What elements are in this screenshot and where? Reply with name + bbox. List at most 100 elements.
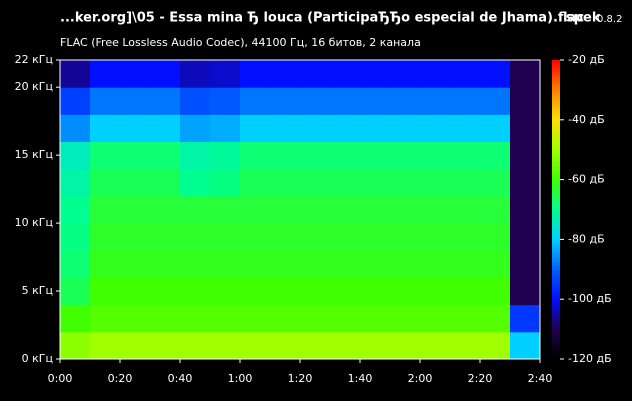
spectrogram-cell — [300, 168, 331, 197]
spectrogram-cell — [330, 114, 361, 143]
app-name: spek — [566, 11, 601, 26]
spectrogram-cell — [390, 223, 421, 251]
spectrogram-cell — [150, 168, 181, 197]
spectrogram-cell — [450, 60, 481, 88]
spectrogram-cell — [240, 277, 271, 306]
spectrogram-cell — [330, 277, 361, 306]
x-tick-label: 1:00 — [228, 372, 253, 385]
spectrogram-cell — [210, 87, 241, 115]
spectrogram-cell — [330, 87, 361, 115]
spectrogram-cell — [450, 168, 481, 197]
y-tick-label: 22 кГц — [15, 53, 53, 66]
spectrogram-cell — [360, 277, 391, 306]
spectrogram-cell — [510, 114, 541, 143]
spectrogram-cell — [90, 114, 121, 143]
spectrogram-cell — [420, 195, 451, 224]
spectrogram-cell — [510, 304, 541, 333]
spectrogram-cell — [180, 114, 211, 143]
spectrogram-cell — [90, 223, 121, 251]
x-tick-label: 0:20 — [108, 372, 133, 385]
spectrogram-cell — [180, 168, 211, 197]
spectrogram-cell — [270, 60, 301, 88]
spectrogram-cell — [390, 195, 421, 224]
spectrogram-cell — [450, 331, 481, 360]
spectrogram-cell — [120, 304, 151, 333]
spectrogram-cell — [420, 304, 451, 333]
spectrogram-cell — [240, 114, 271, 143]
spectrogram-cell — [360, 331, 391, 360]
spectrogram-cell — [180, 87, 211, 115]
spectrogram-cell — [360, 87, 391, 115]
spectrogram-cell — [360, 168, 391, 197]
colorbar-tick-label: -60 дБ — [568, 173, 605, 186]
spectrogram-cell — [210, 168, 241, 197]
spectrogram-cell — [60, 168, 91, 197]
y-tick-label: 15 кГц — [15, 148, 53, 161]
spectrogram-cell — [60, 223, 91, 251]
colorbar — [552, 60, 560, 359]
spectrogram-cell — [180, 277, 211, 306]
spectrogram-cell — [240, 304, 271, 333]
spectrogram-cell — [480, 304, 511, 333]
spectrogram-cell — [480, 60, 511, 88]
spectrogram-cell — [390, 277, 421, 306]
spectrogram-cell — [420, 60, 451, 88]
x-tick-label: 1:40 — [348, 372, 373, 385]
spectrogram-cell — [300, 223, 331, 251]
spectrogram-cell — [150, 60, 181, 88]
spectrogram-cell — [270, 223, 301, 251]
colorbar-tick-label: -40 дБ — [568, 113, 605, 126]
spectrogram-cell — [510, 141, 541, 170]
spectrogram-cell — [450, 223, 481, 251]
x-tick-label: 0:40 — [168, 372, 193, 385]
spectrogram-cell — [420, 250, 451, 278]
spectrogram-cell — [270, 195, 301, 224]
chart-title: ...ker.org]\05 - Essa mina Ђ louca (Part… — [60, 11, 584, 26]
spectrogram-cell — [510, 195, 541, 224]
spectrogram-cell — [390, 141, 421, 170]
spectrogram-cell — [240, 223, 271, 251]
spectrogram-cell — [60, 114, 91, 143]
chart-subtitle: FLAC (Free Lossless Audio Codec), 44100 … — [60, 36, 421, 49]
spectrogram-cell — [510, 277, 541, 306]
spectrogram-cell — [330, 168, 361, 197]
spectrogram-cell — [120, 223, 151, 251]
y-tick-label: 20 кГц — [15, 80, 53, 93]
spectrogram-cell — [420, 168, 451, 197]
spectrogram-cell — [270, 304, 301, 333]
spectrogram-cell — [270, 277, 301, 306]
spectrogram-cell — [450, 195, 481, 224]
spectrogram-cell — [420, 223, 451, 251]
spectrogram-cell — [180, 141, 211, 170]
spectrogram-cell — [480, 195, 511, 224]
spectrogram-cell — [480, 141, 511, 170]
spectrogram-cell — [510, 60, 541, 88]
spectrogram-cell — [390, 331, 421, 360]
spectrogram-cell — [120, 87, 151, 115]
spectrogram-cell — [90, 141, 121, 170]
x-tick-label: 1:20 — [288, 372, 313, 385]
spectrogram-cell — [120, 277, 151, 306]
spectrogram-cell — [120, 168, 151, 197]
spectrogram-cell — [150, 223, 181, 251]
spectrogram-cell — [60, 60, 91, 88]
spectrogram-cell — [210, 250, 241, 278]
spectrogram-cell — [240, 87, 271, 115]
spectrogram-cell — [330, 60, 361, 88]
spectrogram-cell — [300, 141, 331, 170]
spectrogram-cell — [420, 87, 451, 115]
spectrogram-cell — [360, 114, 391, 143]
spectrogram-cell — [330, 250, 361, 278]
spectrogram-cell — [330, 223, 361, 251]
spectrogram-cell — [300, 195, 331, 224]
spectrogram-cell — [120, 114, 151, 143]
spectrogram-cell — [270, 250, 301, 278]
spectrogram-cell — [300, 331, 331, 360]
x-tick-label: 2:20 — [468, 372, 493, 385]
spectrogram-cell — [300, 304, 331, 333]
spectrogram-cell — [120, 141, 151, 170]
spectrogram-cell — [150, 304, 181, 333]
spectrogram-cell — [390, 87, 421, 115]
spectrogram-cell — [240, 195, 271, 224]
